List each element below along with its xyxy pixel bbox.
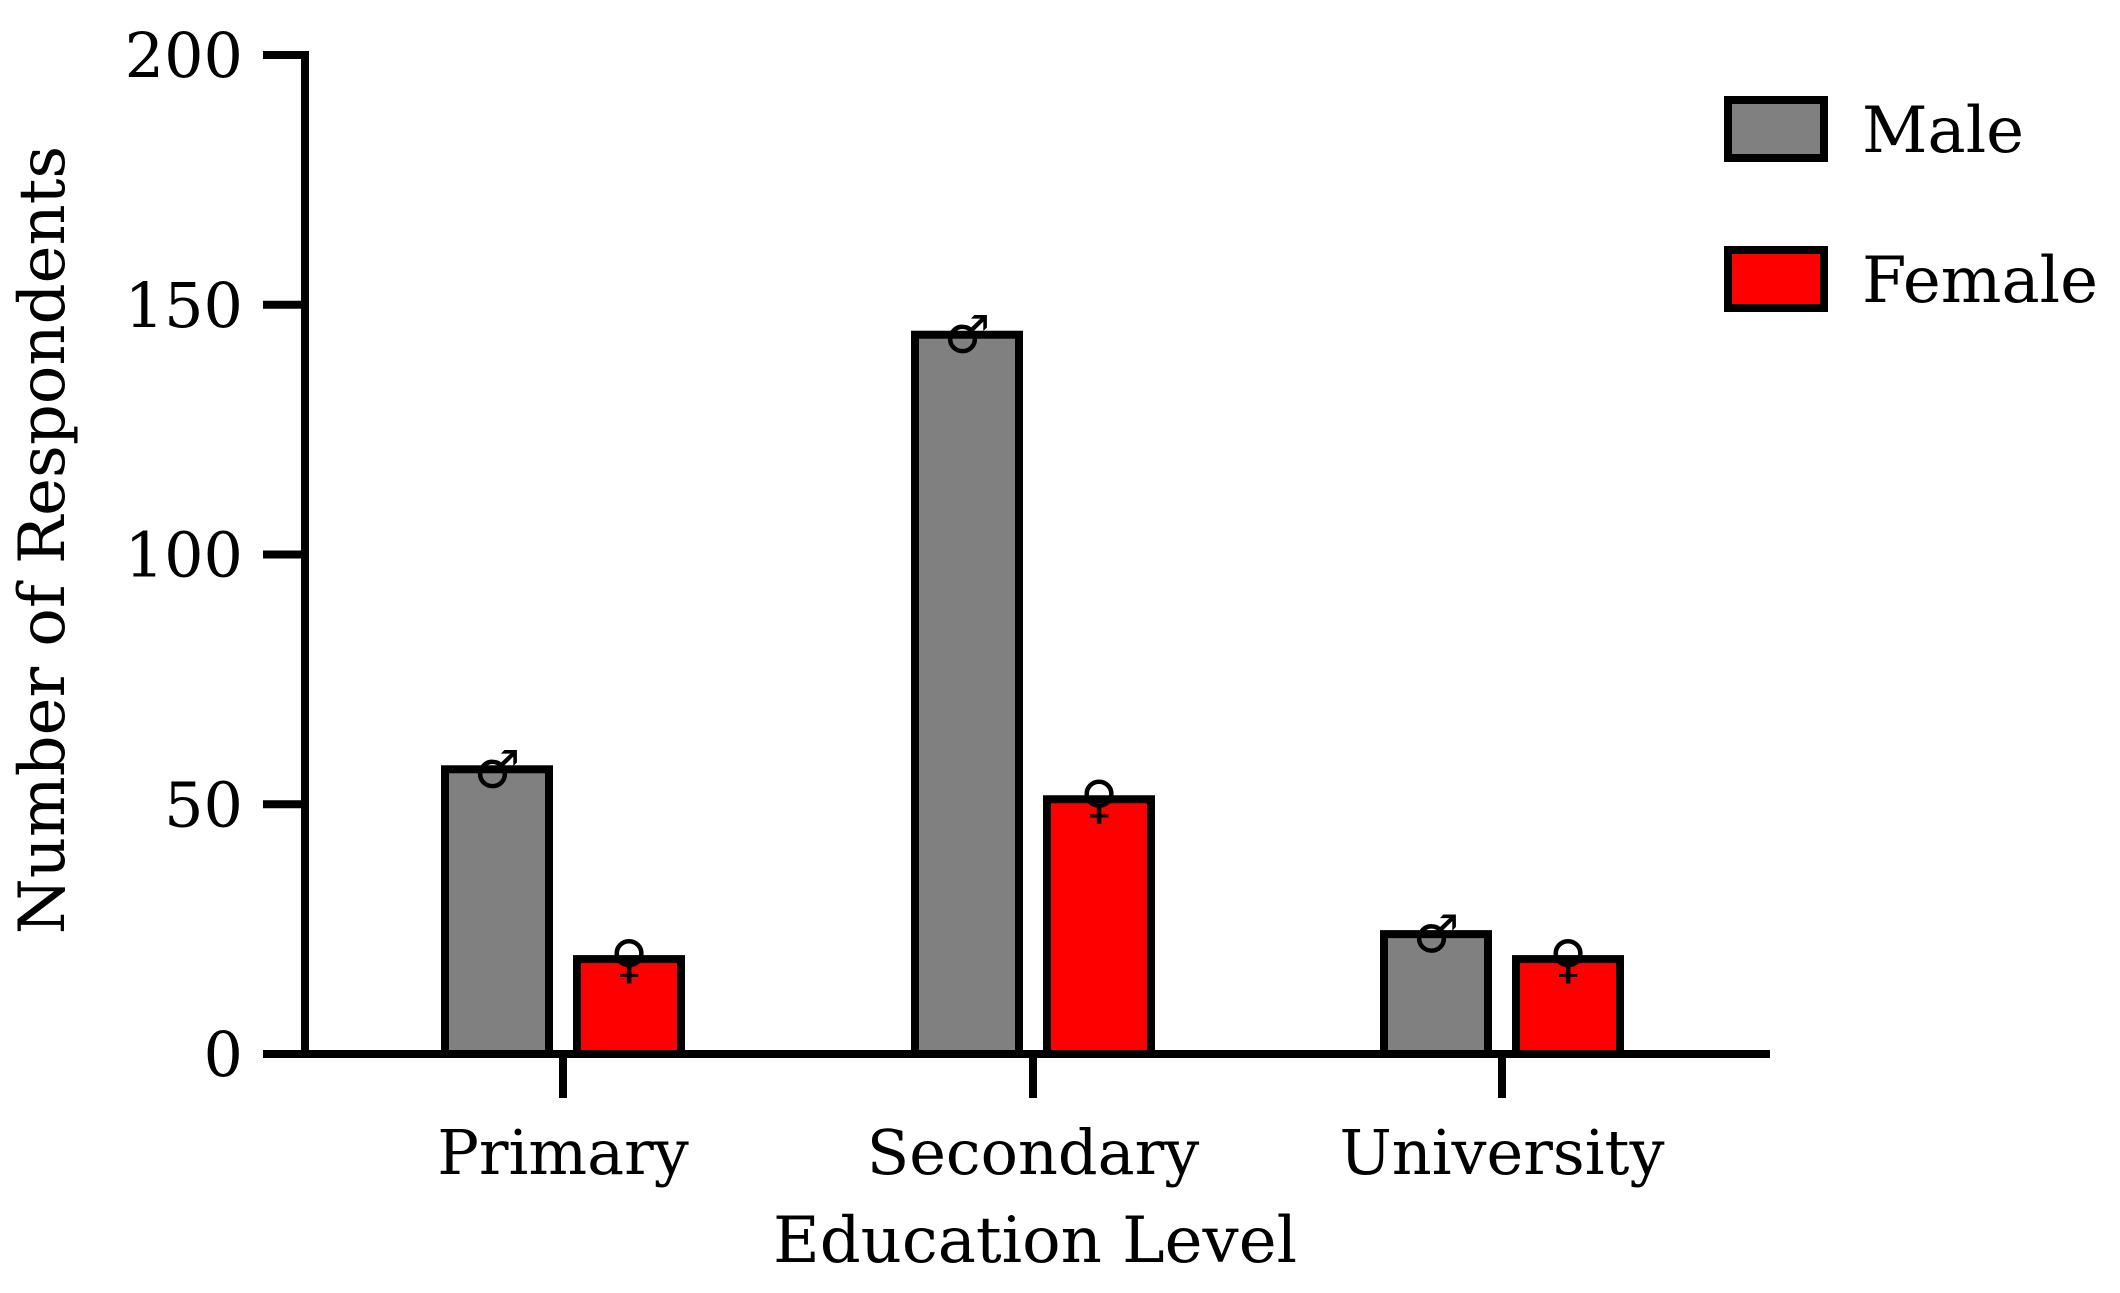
female-symbol-icon: ♀ — [1080, 770, 1118, 830]
y-tick-label: 50 — [164, 768, 243, 841]
y-tick-label: 0 — [204, 1018, 243, 1091]
y-tick-label: 100 — [125, 519, 243, 592]
bar-female — [573, 955, 685, 1058]
bar-male — [1380, 930, 1492, 1058]
y-tick-label: 200 — [125, 19, 243, 92]
y-axis-title: Number of Respondents — [6, 146, 80, 935]
gender-symbols: ♂ ♀ ♂ ♀ ♂ ♀ — [474, 306, 1587, 990]
bar-female — [1512, 955, 1624, 1058]
bar-female — [1043, 795, 1155, 1058]
x-tick-label: Secondary — [867, 1116, 1199, 1189]
male-symbol-icon: ♂ — [944, 306, 991, 366]
y-axis: 0 50 100 150 200 — [125, 19, 309, 1091]
x-axis-title: Education Level — [773, 1204, 1297, 1278]
x-axis: Primary Secondary University — [263, 1050, 1770, 1189]
male-symbol-icon: ♂ — [474, 740, 521, 800]
bar-male — [441, 765, 553, 1058]
male-symbol-icon: ♂ — [1413, 905, 1460, 965]
legend-swatch-female — [1724, 246, 1828, 312]
female-symbol-icon: ♀ — [1549, 930, 1587, 990]
x-tick-label: Primary — [437, 1116, 689, 1189]
legend-label-female: Female — [1862, 244, 2098, 318]
bar-male — [911, 330, 1023, 1059]
legend-label-male: Male — [1862, 94, 2024, 168]
legend-swatch-male — [1724, 96, 1828, 162]
legend: Male Female — [1724, 94, 2098, 318]
x-tick-label: University — [1340, 1116, 1665, 1189]
female-symbol-icon: ♀ — [610, 930, 648, 990]
y-tick-label: 150 — [125, 269, 243, 342]
bars — [441, 330, 1624, 1059]
